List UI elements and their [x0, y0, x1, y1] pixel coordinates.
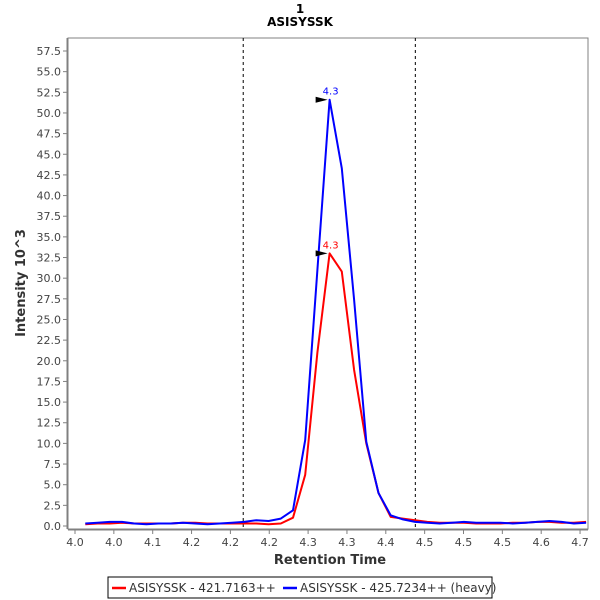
y-tick-label: 40.0	[37, 190, 62, 203]
y-tick-label: 12.5	[37, 417, 62, 430]
x-tick-label: 4.3	[299, 536, 317, 549]
peak-label: 4.3	[323, 240, 339, 251]
x-tick-label: 4.1	[144, 536, 162, 549]
y-tick-label: 20.0	[37, 355, 62, 368]
y-tick-label: 35.0	[37, 231, 62, 244]
x-tick-label: 4.5	[455, 536, 473, 549]
x-tick-label: 4.0	[105, 536, 123, 549]
chart-title: 1	[296, 2, 304, 16]
y-tick-label: 0.0	[44, 520, 62, 533]
peak-annotations: 4.3 4.3	[315, 87, 339, 257]
x-tick-label: 4.4	[377, 536, 395, 549]
y-axis: 0.0 2.5 5.0 7.5 10.0 12.5 15.0 17.5 20.0 22.5 25.0…	[37, 38, 68, 533]
x-tick-label: 4.2	[183, 536, 201, 549]
y-tick-label: 25.0	[37, 313, 62, 326]
x-tick-label: 4.5	[416, 536, 434, 549]
y-tick-label: 42.5	[37, 169, 62, 182]
peak-label: 4.3	[323, 87, 339, 98]
y-tick-label: 55.0	[37, 66, 62, 79]
y-tick-label: 47.5	[37, 128, 62, 141]
x-tick-label: 4.0	[66, 536, 84, 549]
x-axis: 4.0 4.0 4.1 4.2 4.2 4.2 4.3 4.3 4.4 4.5 4.5 4.5 4.6 4…	[66, 529, 589, 549]
peak-marker-arrow-icon	[315, 96, 328, 103]
y-tick-label: 30.0	[37, 272, 62, 285]
y-tick-label: 52.5	[37, 86, 62, 99]
y-tick-label: 22.5	[37, 334, 62, 347]
y-tick-label: 10.0	[37, 437, 62, 450]
y-tick-label: 57.5	[37, 45, 62, 58]
y-tick-label: 45.0	[37, 148, 62, 161]
y-tick-label: 15.0	[37, 396, 62, 409]
legend: ASISYSSK - 421.7163++ ASISYSSK - 425.723…	[107, 576, 496, 599]
x-tick-label: 4.2	[222, 536, 240, 549]
chart-subtitle: ASISYSSK	[267, 15, 333, 29]
y-tick-label: 32.5	[37, 252, 62, 265]
legend-label-heavy: ASISYSSK - 425.7234++ (heavy)	[300, 581, 496, 595]
y-tick-label: 37.5	[37, 210, 62, 223]
x-tick-label: 4.3	[338, 536, 356, 549]
series-lines	[85, 98, 587, 526]
y-tick-label: 27.5	[37, 293, 62, 306]
peak-marker-arrow-icon	[315, 250, 328, 257]
peak-boundaries	[242, 38, 416, 529]
y-tick-label: 5.0	[44, 479, 62, 492]
legend-label-light: ASISYSSK - 421.7163++	[129, 581, 276, 595]
y-tick-label: 2.5	[44, 499, 62, 512]
y-tick-label: 7.5	[44, 458, 62, 471]
x-tick-label: 4.5	[494, 536, 512, 549]
x-tick-label: 4.7	[571, 536, 589, 549]
x-axis-label: Retention Time	[274, 553, 386, 568]
x-tick-label: 4.6	[532, 536, 550, 549]
y-tick-label: 17.5	[37, 375, 62, 388]
y-axis-label: Intensity 10^3	[14, 229, 29, 337]
y-tick-label: 50.0	[37, 107, 62, 120]
heavy-trace-line	[85, 98, 587, 526]
x-tick-label: 4.2	[261, 536, 279, 549]
